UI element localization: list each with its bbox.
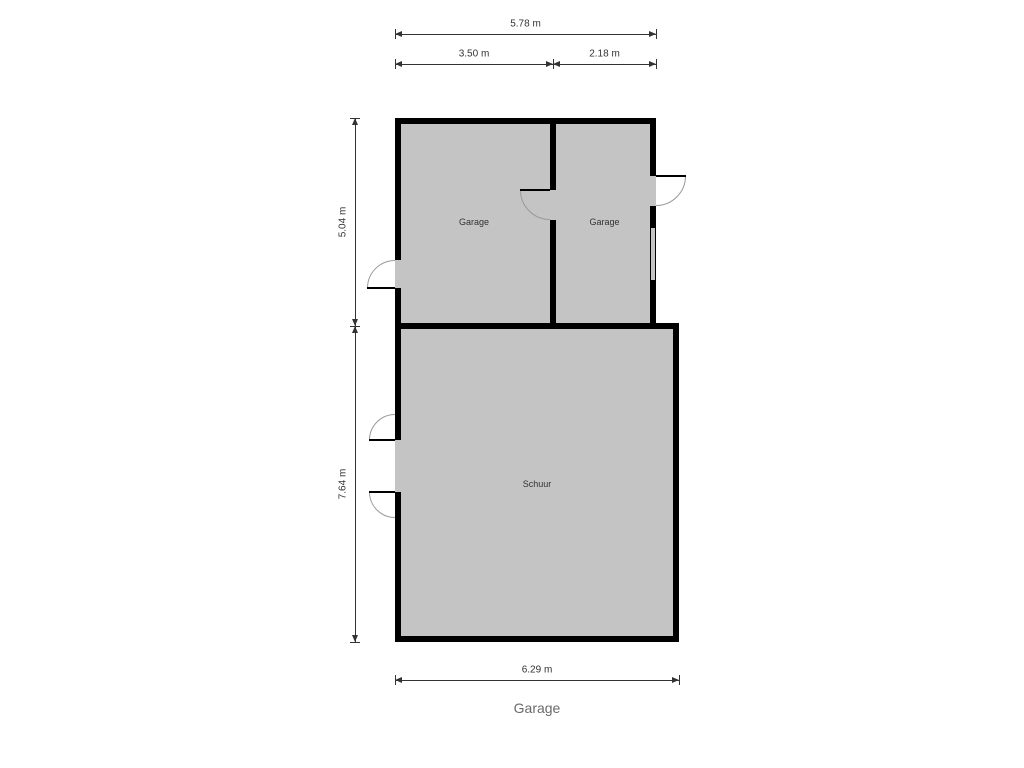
dim-tick (350, 642, 360, 643)
dim-line (553, 64, 656, 65)
opening-schuur-left (395, 440, 401, 492)
dim-arrow (672, 677, 679, 683)
dim-arrow (395, 61, 402, 67)
dim-tick (350, 118, 360, 119)
room-label: Garage (589, 217, 619, 227)
wall-schuur-bottom (395, 636, 679, 642)
wall-schuur-right (673, 326, 679, 642)
dim-arrow (352, 118, 358, 125)
dim-line (395, 680, 679, 681)
wall-top (395, 118, 656, 124)
dim-label: 7.64 m (338, 469, 349, 500)
dim-line (355, 326, 356, 642)
wall-garage-partition (550, 118, 556, 326)
dim-arrow (352, 319, 358, 326)
dim-label: 2.18 m (589, 49, 620, 60)
door-leaf (520, 189, 550, 191)
dim-tick (350, 326, 360, 327)
dim-arrow (546, 61, 553, 67)
opening-garage-left-right (550, 190, 556, 220)
door-leaf (656, 175, 686, 177)
room-label: Garage (459, 217, 489, 227)
dim-line (395, 64, 553, 65)
dim-arrow (649, 61, 656, 67)
wall-garage-right-right (650, 118, 656, 326)
dim-tick (395, 29, 396, 39)
dim-tick (656, 59, 657, 69)
window-mullion (650, 280, 656, 282)
door-leaf (369, 491, 395, 493)
wall-garage-left-left (395, 118, 401, 326)
dim-label: 6.29 m (522, 665, 553, 676)
dim-tick (395, 675, 396, 685)
dim-label: 3.50 m (459, 49, 490, 60)
door-leaf (367, 287, 395, 289)
door-leaf (369, 439, 395, 441)
dim-tick (656, 29, 657, 39)
wall-mid (395, 323, 679, 329)
dim-label: 5.04 m (338, 207, 349, 238)
room-label: Schuur (523, 479, 552, 489)
window-glass (651, 228, 655, 280)
dim-arrow (395, 31, 402, 37)
dim-arrow (553, 61, 560, 67)
dim-arrow (395, 677, 402, 683)
dim-arrow (352, 326, 358, 333)
dim-line (395, 34, 656, 35)
dim-tick (679, 675, 680, 685)
opening-garage-right-right (650, 176, 656, 206)
floorplan-title: Garage (514, 700, 561, 716)
dim-line (355, 118, 356, 326)
opening-garage-left-left (395, 260, 401, 288)
dim-label: 5.78 m (510, 19, 541, 30)
dim-arrow (352, 635, 358, 642)
dim-arrow (649, 31, 656, 37)
